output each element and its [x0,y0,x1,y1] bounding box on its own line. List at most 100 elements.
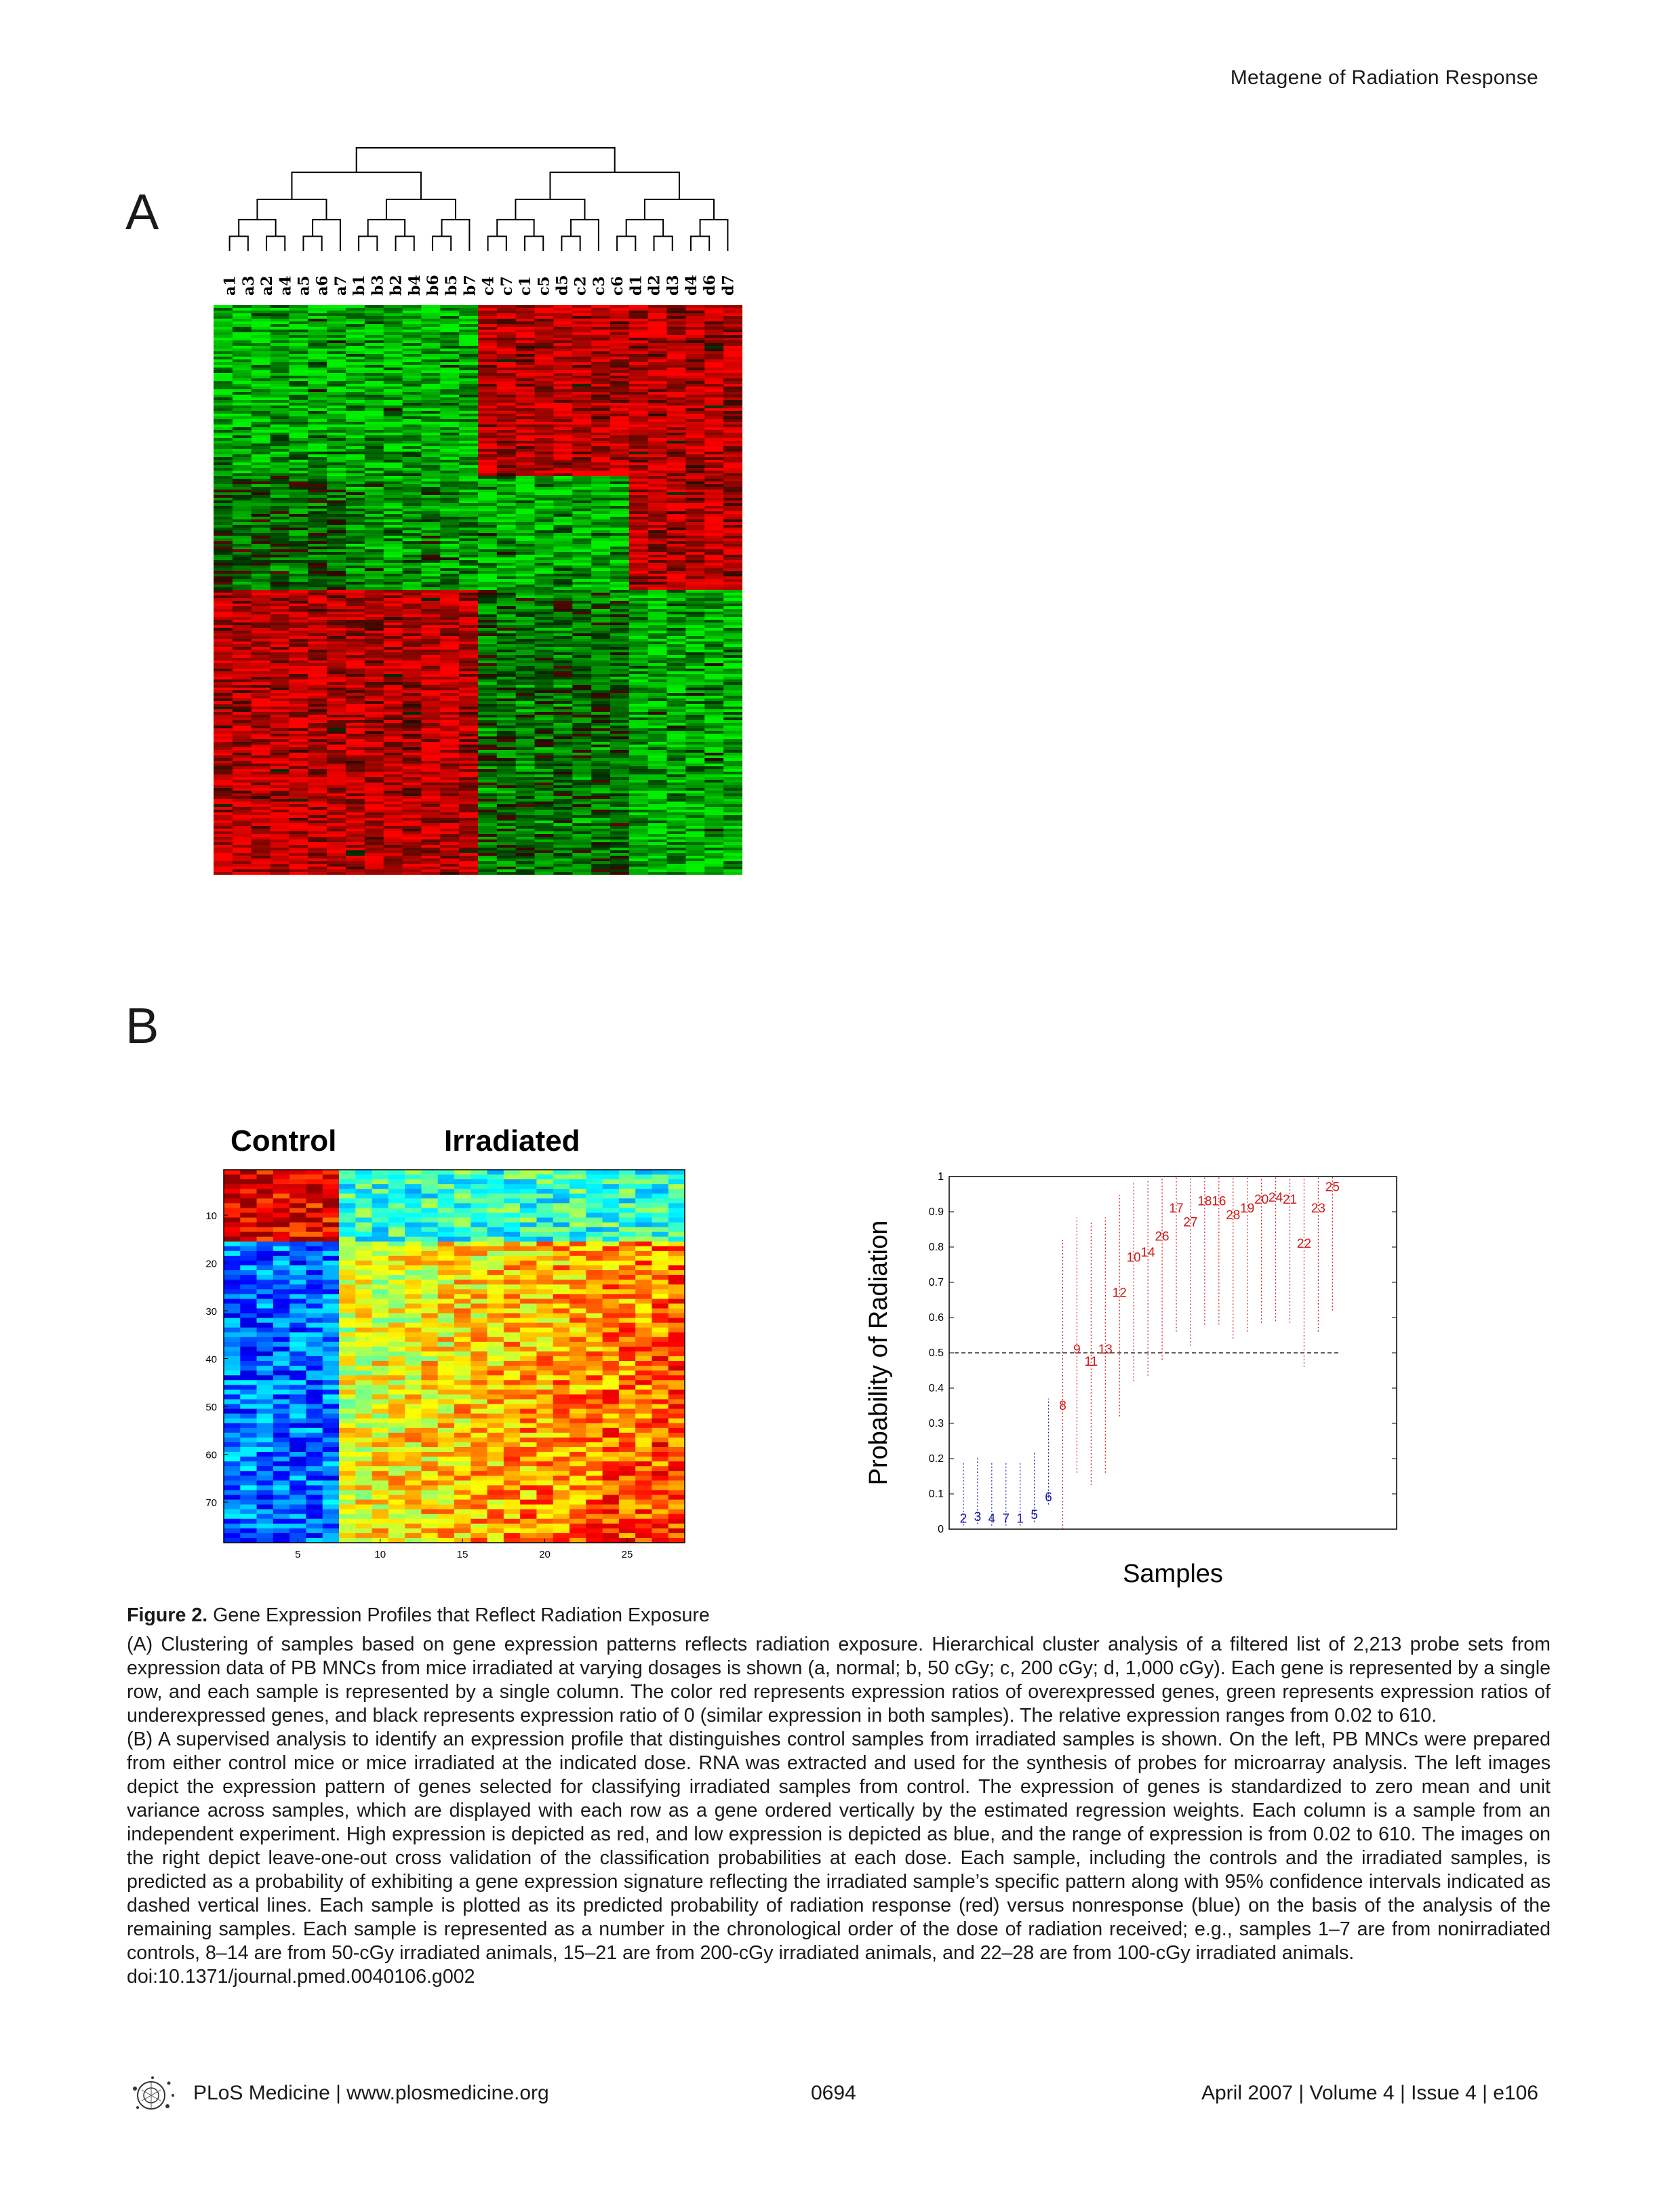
sample-label: a5 [295,275,313,296]
footer-page-number: 0694 [811,2082,856,2104]
sample-label: b6 [424,275,442,296]
y-tick-label: 0.8 [929,1242,944,1253]
panel-a-letter: A [125,184,159,240]
sample-label: d1 [627,275,645,296]
y-tick-label: 70 [205,1497,217,1509]
sample-point-label: 13 [1098,1343,1113,1357]
panel-b-probability-chart: 0 0.1 0.2 0.3 0.4 0.5 0.6 0.7 0.8 0.9 1 2 3 4 7 1 5 6 8 9 11… [854,1153,1410,1594]
sample-point-label: 27 [1183,1216,1197,1230]
sample-label: d5 [553,275,571,296]
sample-label: a6 [314,275,332,296]
x-tick-label: 15 [457,1549,468,1560]
sample-point-label: 10 [1127,1251,1141,1265]
sample-label: c4 [480,276,498,296]
sample-label: a2 [258,275,276,296]
y-tick-label: 0.7 [929,1277,944,1288]
y-tick-label: 0.9 [929,1206,944,1218]
y-tick-label: 0 [938,1524,944,1535]
sample-label: b1 [351,275,368,296]
y-tick-label: 1 [938,1171,944,1183]
sample-label: b7 [461,275,479,296]
y-tick-label: 40 [205,1354,217,1366]
footer-issue: April 2007 | Volume 4 | Issue 4 | e106 [1201,2082,1538,2104]
x-tick-label: 5 [295,1549,300,1560]
caption-title: Figure 2. Gene Expression Profiles that … [127,1604,1551,1627]
y-tick-label: 0.4 [929,1383,944,1394]
y-tick-label: 0.1 [929,1488,944,1500]
sample-point-label: 18 [1197,1194,1212,1208]
expression-heatmap: Control Irradiated 10 20 30 40 50 60 70 5 10 15 20 25 [205,1124,685,1560]
sample-label: d7 [719,275,737,296]
x-tick-label: 20 [539,1549,551,1560]
sample-point-label: 3 [974,1510,982,1524]
caption-paragraph-b: (B) A supervised analysis to identify an… [127,1729,1551,1964]
figure-caption: Figure 2. Gene Expression Profiles that … [127,1604,1551,1989]
sample-point-label: 17 [1169,1202,1183,1216]
sample-label: d6 [701,275,719,296]
sample-label: b5 [443,275,460,296]
sample-point-label: 24 [1269,1191,1283,1205]
sample-point-label: 14 [1141,1246,1156,1260]
dendrogram [228,147,729,251]
cluster-heatmap: a1 a3 a2 a4 a5 a6 a7 b1 b3 b2 b4 b6 b5 b7 c4 c7 c1 c5 d5 c2… [214,147,743,875]
sample-label: a3 [240,275,258,296]
irradiated-label: Irradiated [444,1124,580,1158]
y-tick-label: 50 [205,1402,217,1413]
plos-logo-icon [133,2076,174,2110]
sample-point-label: 4 [988,1512,996,1526]
sample-point-label: 6 [1045,1490,1052,1505]
y-tick-label: 10 [205,1210,217,1222]
sample-point-label: 1 [1016,1512,1024,1526]
sample-point-label: 9 [1073,1343,1081,1357]
sample-label: b4 [406,275,424,296]
sample-label: d4 [683,275,700,296]
jet-heatmap [224,1170,685,1543]
y-tick-label: 20 [205,1259,217,1270]
footer-journal: PLoS Medicine | www.plosmedicine.org [193,2082,549,2104]
y-tick-label: 0.2 [929,1453,944,1465]
sample-point-label: 12 [1113,1286,1127,1301]
sample-point-label: 11 [1085,1355,1098,1369]
caption-paragraph-a: (A) Clustering of samples based on gene … [127,1634,1551,1726]
sample-label: c2 [572,276,590,296]
sample-label: c3 [591,276,608,296]
sample-point-label: 19 [1240,1202,1254,1216]
sample-label: a1 [222,275,239,296]
y-tick-label: 0.5 [929,1347,944,1359]
sample-point-label: 16 [1212,1194,1226,1208]
sample-point-label: 21 [1283,1193,1297,1207]
y-tick-label: 0.3 [929,1418,944,1429]
sample-point-label: 23 [1311,1202,1325,1216]
sample-point-label: 7 [1002,1512,1010,1526]
running-head: Metagene of Radiation Response [1230,66,1538,89]
sample-label: c1 [517,276,534,296]
sample-label: c7 [498,276,516,296]
sample-label: b2 [388,275,405,296]
sample-point-label: 28 [1226,1208,1240,1223]
red-green-heatmap [214,305,743,875]
caption-doi: doi:10.1371/journal.pmed.0040106.g002 [127,1966,475,1988]
y-tick-label: 0.6 [929,1312,944,1324]
probability-chart: 00.10.20.30.40.50.60.70.80.912 3 4 7 1 568911… [864,1171,1397,1588]
sample-point-label: 5 [1031,1508,1038,1522]
sample-point-label: 8 [1059,1399,1066,1413]
sample-point-label: 26 [1155,1229,1169,1244]
sample-point-label: 20 [1254,1193,1269,1207]
panel-b-letter: B [125,998,159,1054]
sample-label: b3 [369,275,386,296]
control-label: Control [231,1124,336,1158]
figure-label: Figure 2. [127,1604,208,1626]
sample-label: c5 [535,276,553,296]
x-axis-label: Samples [1123,1560,1223,1588]
panel-a-figure: a1 a3 a2 a4 a5 a6 a7 b1 b3 b2 b4 b6 b5 b7 c4 c7 c1 c5 d5 c2… [214,136,743,875]
page-footer: PLoS Medicine | www.plosmedicine.org 069… [0,2075,1678,2116]
y-axis-label: Probability of Radiation [864,1221,893,1486]
sample-point-label: 2 [960,1512,967,1526]
y-tick-label: 60 [205,1450,217,1461]
sample-point-label: 25 [1325,1181,1340,1195]
sample-label: d2 [646,275,664,296]
sample-label: c6 [609,276,626,296]
sample-label: d3 [664,275,682,296]
sample-label: a7 [332,275,350,296]
x-tick-label: 10 [374,1549,386,1560]
